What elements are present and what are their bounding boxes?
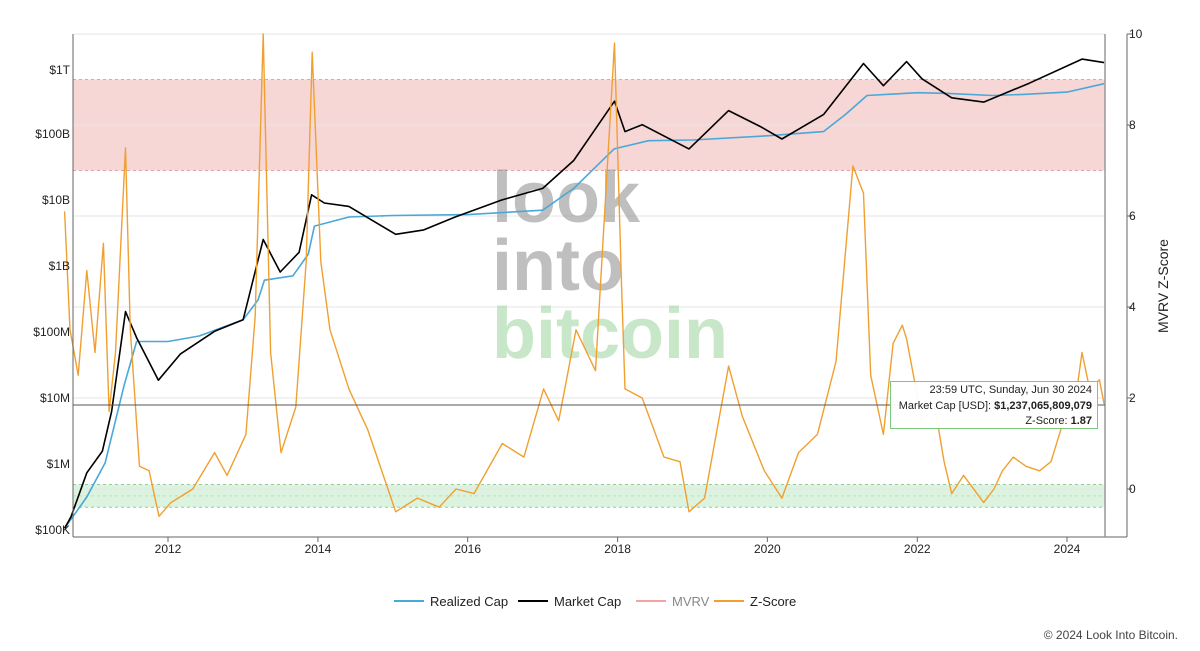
y-left-tick-label-3: $100M xyxy=(33,325,70,339)
legend-label-z-score: Z-Score xyxy=(750,593,797,609)
watermark-bitcoin: bitcoin xyxy=(492,294,728,374)
gridlines xyxy=(73,33,1105,490)
tooltip-date: 23:59 UTC, Sunday, Jun 30 2024 xyxy=(929,384,1092,396)
tooltip-zscore-value: 1.87 xyxy=(1070,415,1092,427)
legend: Realized Cap Market Cap MVRV Z-Score xyxy=(0,590,1200,612)
series-line-realized-cap xyxy=(63,82,1105,529)
x-tick-label-2022: 2022 xyxy=(904,542,931,556)
legend-swatch-mvrv xyxy=(636,600,666,602)
x-tick-label-2016: 2016 xyxy=(454,542,481,556)
y-left-tick-label-1: $1M xyxy=(47,457,70,471)
legend-label-mvrv: MVRV xyxy=(672,593,710,609)
legend-item-realized-cap[interactable]: Realized Cap xyxy=(394,590,508,612)
y-right-tick-label-1: 2 xyxy=(1129,391,1136,405)
copyright: © 2024 Look Into Bitcoin. xyxy=(1043,628,1178,642)
series-line-market-cap xyxy=(63,58,1105,529)
y-right-tick-label-0: 0 xyxy=(1129,482,1136,496)
legend-swatch-market-cap xyxy=(518,600,548,602)
tooltip-market-cap-label: Market Cap [USD]: xyxy=(898,399,992,412)
y-right-tick-label-5: 10 xyxy=(1129,27,1143,41)
series-lines xyxy=(63,33,1105,529)
series-line-z-score xyxy=(63,33,1105,517)
y-right-tick-label-2: 4 xyxy=(1129,300,1136,314)
x-tick-label-2014: 2014 xyxy=(305,542,332,556)
y-right-axis-title: MVRV Z-Score xyxy=(1155,239,1171,333)
y-left-tick-label-2: $10M xyxy=(40,391,70,405)
y-right-tick-label-4: 8 xyxy=(1129,118,1136,132)
y-left-tick-label-5: $10B xyxy=(42,193,70,207)
y-left-tick-label-7: $1T xyxy=(49,63,70,77)
x-tick-label-2020: 2020 xyxy=(754,542,781,556)
x-tick-label-2024: 2024 xyxy=(1054,542,1081,556)
legend-swatch-realized-cap xyxy=(394,600,424,602)
tick-labels: 2012 2014 2016 2018 2020 2022 2024 $100K $1M $10M… xyxy=(33,27,1142,556)
y-left-tick-label-0: $100K xyxy=(35,523,70,537)
legend-item-market-cap[interactable]: Market Cap xyxy=(518,590,621,612)
legend-label-realized-cap: Realized Cap xyxy=(430,593,509,609)
legend-swatch-z-score xyxy=(714,600,744,602)
legend-item-mvrv[interactable]: MVRV xyxy=(636,590,709,612)
hover-tooltip: 23:59 UTC, Sunday, Jun 30 2024 Market Ca… xyxy=(890,381,1098,429)
tooltip-market-cap: Market Cap [USD]: $1,237,065,809,079 xyxy=(895,399,1092,415)
watermark-look: look xyxy=(492,158,641,238)
watermark: look into bitcoin xyxy=(492,158,728,374)
tooltip-market-cap-value: $1,237,065,809,079 xyxy=(994,399,1092,412)
tooltip-zscore-label: Z-Score: xyxy=(1025,415,1068,427)
y-left-tick-label-4: $1B xyxy=(49,259,70,273)
legend-item-z-score[interactable]: Z-Score xyxy=(714,590,796,612)
tooltip-zscore: Z-Score: 1.87 xyxy=(895,414,1092,430)
x-tick-label-2018: 2018 xyxy=(604,542,631,556)
x-tick-label-2012: 2012 xyxy=(155,542,182,556)
y-left-tick-label-6: $100B xyxy=(35,127,70,141)
y-right-tick-label-3: 6 xyxy=(1129,209,1136,223)
legend-label-market-cap: Market Cap xyxy=(554,593,622,609)
